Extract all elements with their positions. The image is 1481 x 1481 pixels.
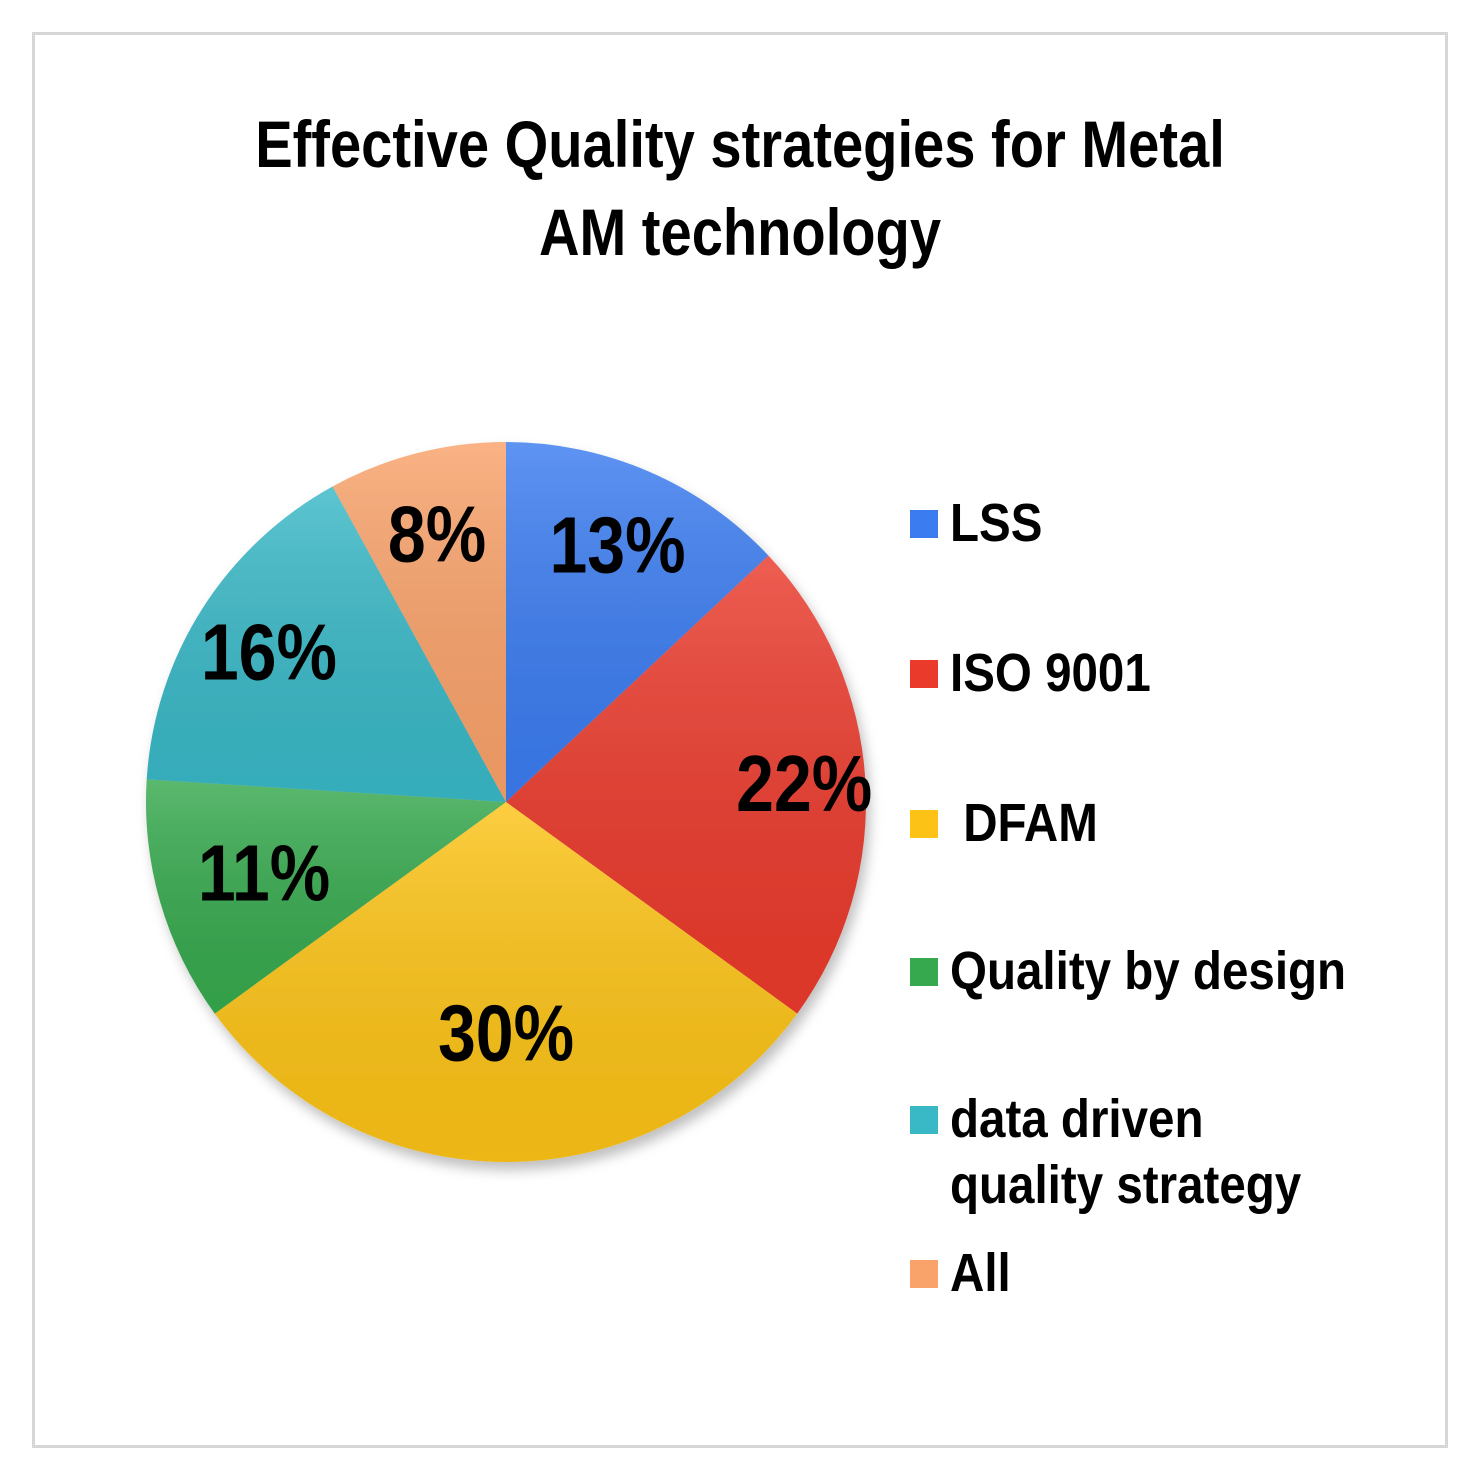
data-label-2: 30%: [438, 988, 574, 1077]
legend-label-0: LSS: [950, 493, 1043, 553]
legend-item-5: All: [910, 1240, 1420, 1306]
pie-slice-shade-2: [214, 802, 798, 1162]
legend-swatch-2: [910, 810, 938, 838]
data-label-5: 8%: [388, 489, 486, 578]
legend-swatch-4: [910, 1106, 938, 1134]
data-label-0: 13%: [549, 500, 685, 589]
chart-title-line-2: AM technology: [538, 195, 942, 269]
legend-label-1: ISO 9001: [950, 643, 1151, 703]
legend-label-5: All: [950, 1243, 1011, 1303]
legend-label-4: data driven quality strategy: [950, 1089, 1302, 1215]
legend-swatch-5: [910, 1260, 938, 1288]
legend-item-0: LSS: [910, 490, 1420, 556]
legend-item-4: data driven quality strategy: [910, 1086, 1420, 1218]
pie-slice-shade-3: [146, 779, 507, 1014]
legend-swatch-0: [910, 510, 938, 538]
legend-label-2: DFAM: [950, 793, 1098, 853]
data-label-1: 22%: [736, 739, 872, 828]
legend-swatch-3: [910, 958, 938, 986]
chart-title: Effective Quality strategies for Metal A…: [179, 100, 1301, 276]
legend-label-3: Quality by design: [950, 941, 1347, 1001]
pie-slice-shade-1: [506, 555, 866, 1014]
legend-swatch-1: [910, 660, 938, 688]
data-label-4: 16%: [201, 607, 337, 696]
pie-slice-shade-0: [506, 442, 769, 802]
legend-item-3: Quality by design: [910, 938, 1420, 1004]
chart-title-line-1: Effective Quality strategies for Metal: [255, 107, 1225, 181]
pie-slice-shade-5: [332, 442, 506, 802]
legend-item-2: DFAM: [910, 790, 1420, 856]
data-label-3: 11%: [198, 828, 330, 917]
pie-slice-shade-4: [146, 486, 506, 802]
legend-item-1: ISO 9001: [910, 640, 1420, 706]
